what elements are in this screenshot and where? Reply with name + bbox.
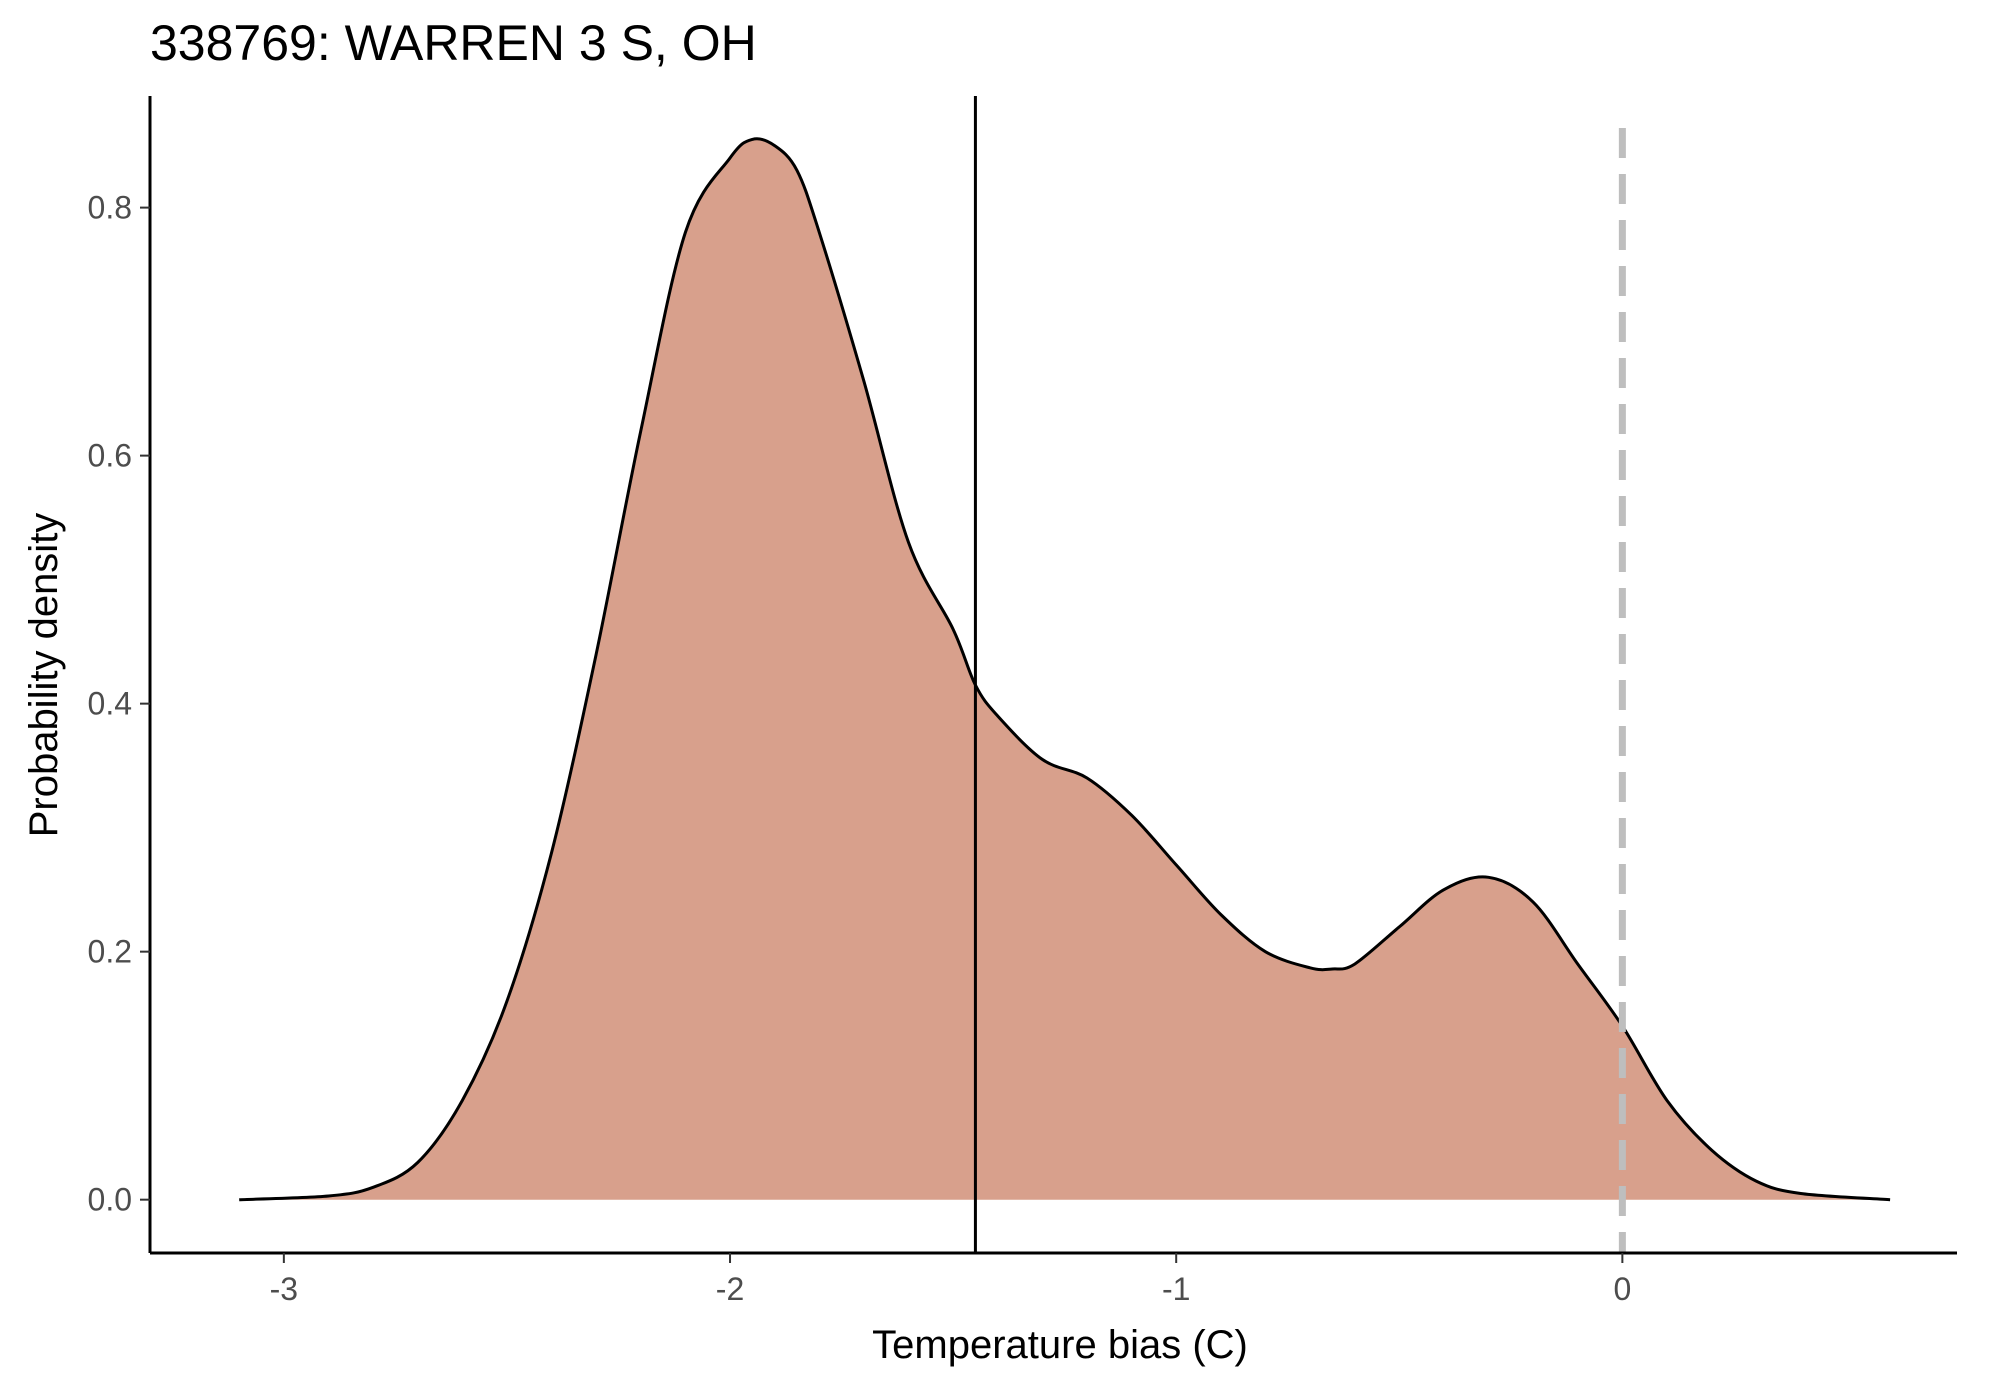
x-tick-label: -3 [270,1271,298,1307]
y-tick-label: 0.2 [88,934,132,970]
chart-title: 338769: WARREN 3 S, OH [150,15,757,71]
reference-lines [973,96,1626,1253]
x-tick-label: 0 [1613,1271,1631,1307]
density-line-0 [239,137,1891,1202]
x-tick-label: -1 [1162,1271,1190,1307]
y-tick-label: 0.0 [88,1182,132,1218]
y-axis-title: Probability density [22,513,66,838]
area-layer [239,137,1891,1202]
x-axis-title: Temperature bias (C) [872,1323,1248,1367]
x-tick-label: -2 [716,1271,744,1307]
y-tick-label: 0.6 [88,438,132,474]
density-area-0 [239,138,1891,1200]
y-tick-label: 0.8 [88,190,132,226]
y-tick-label: 0.4 [88,686,132,722]
axes [148,96,1957,1255]
ticks: -3 -2 -1 0 0.0 0.2 0.4 0.6 0.8 [88,190,1632,1307]
